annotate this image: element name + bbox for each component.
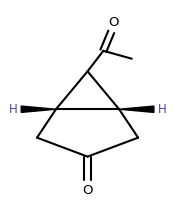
Text: O: O [108, 17, 119, 29]
Polygon shape [21, 106, 56, 112]
Text: H: H [158, 103, 167, 116]
Text: H: H [9, 103, 17, 116]
Polygon shape [119, 106, 154, 112]
Text: O: O [82, 184, 93, 197]
